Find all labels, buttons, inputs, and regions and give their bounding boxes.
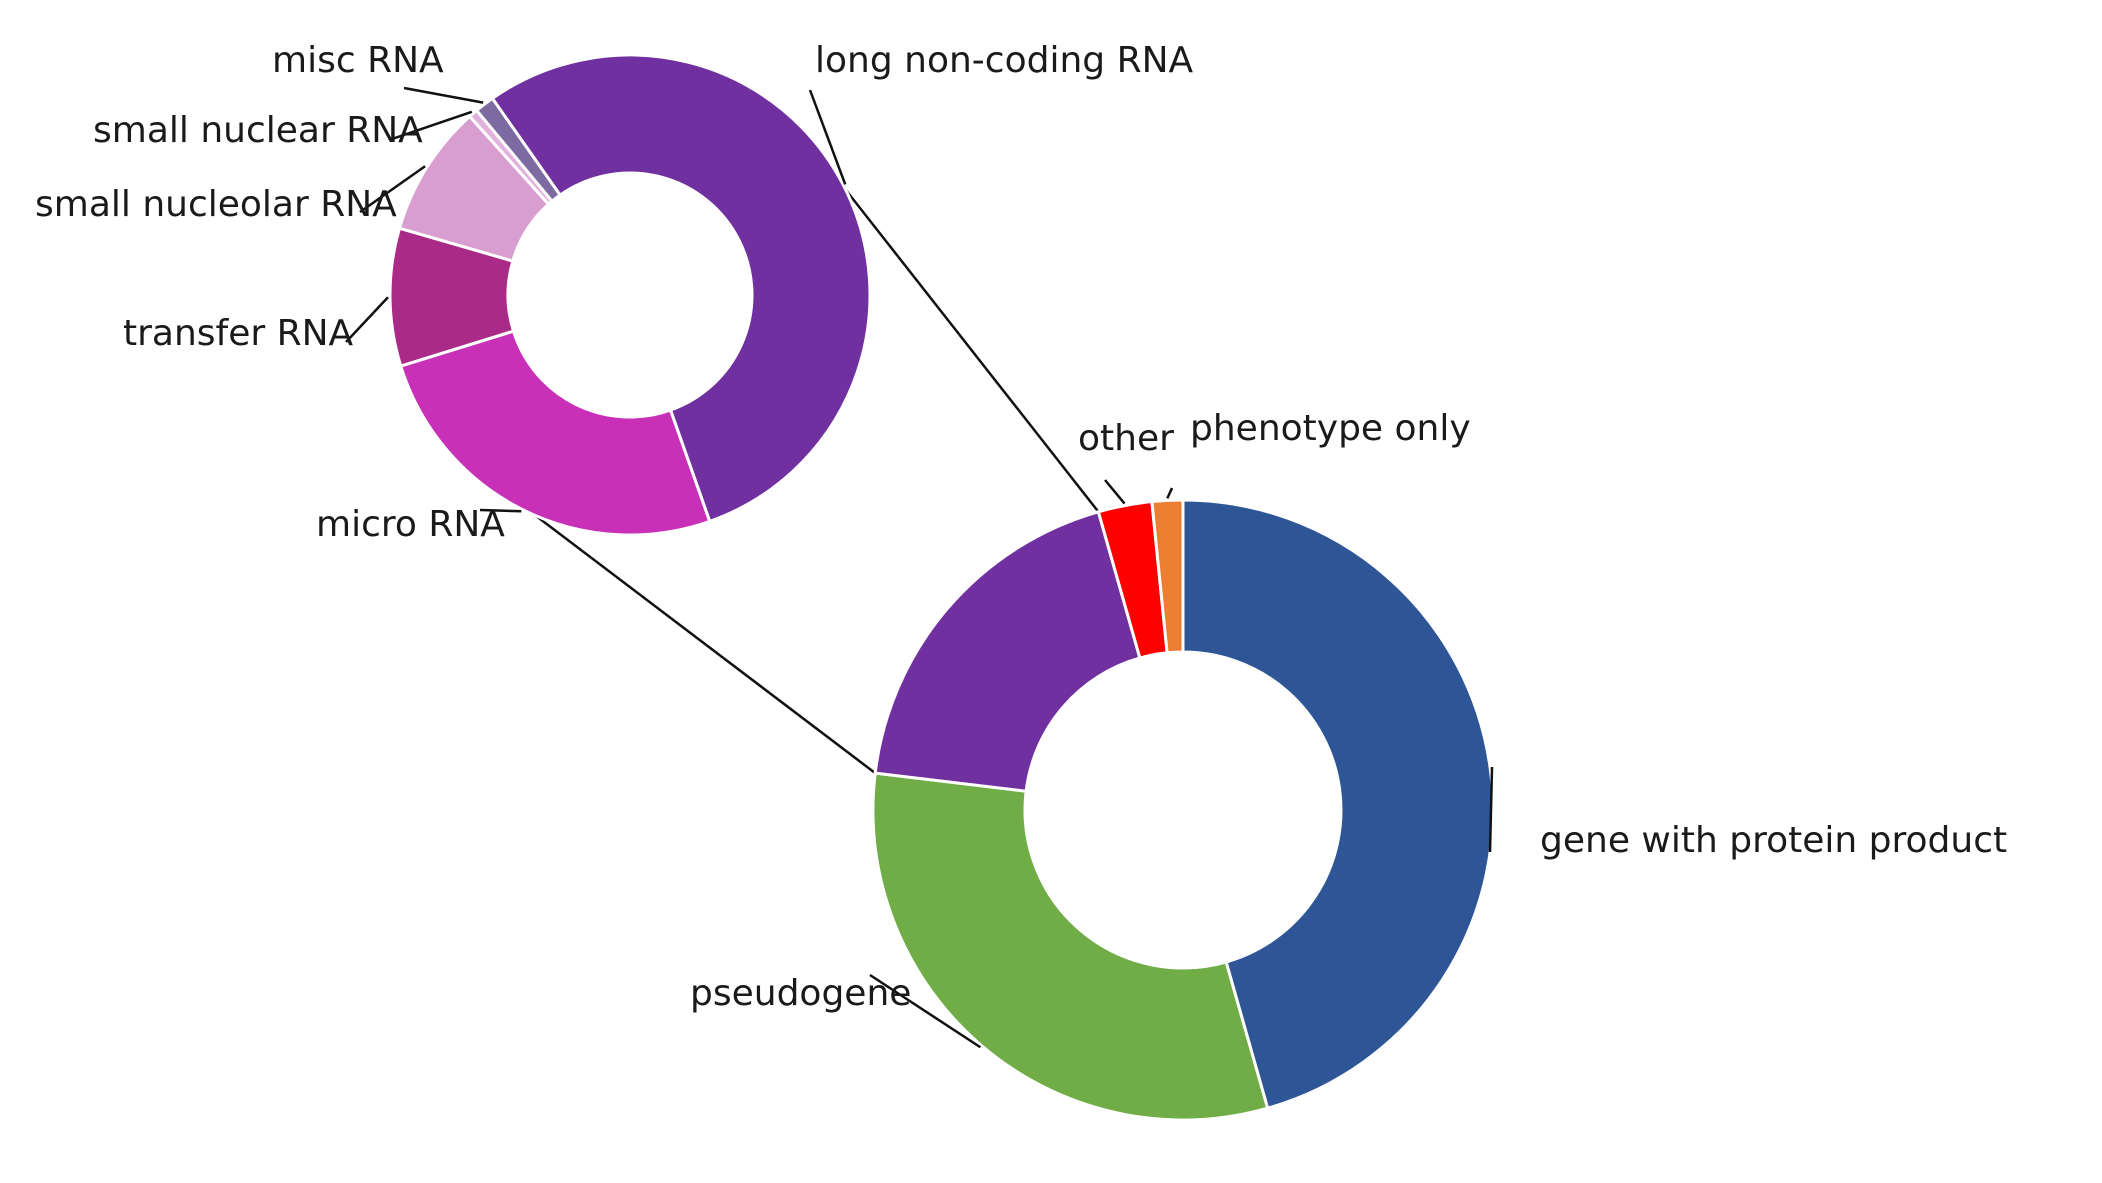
slice-long-non-coding-rna (490, 53, 872, 524)
slice-gene-with-protein-product (1181, 498, 1495, 1111)
leader-small-nuclear-rna (391, 110, 473, 141)
label-leader-lines (345, 86, 1494, 1049)
slice-misc-rna (474, 96, 563, 204)
label-other: other (1078, 418, 1174, 459)
label-micro-rna: micro RNA (316, 504, 505, 545)
slice-phenotype-only (1150, 498, 1185, 655)
leader-gene-with-protein-product (1488, 766, 1494, 853)
leader-small-nucleolar-rna (359, 165, 426, 214)
leader-long-non-coding-rna (808, 89, 847, 185)
label-small-nuclear-rna: small nuclear RNA (93, 110, 423, 151)
leader-phenotype-only (1166, 487, 1174, 499)
slice-labels: gene with protein product pseudogene other… (35, 40, 2007, 1014)
label-gene-with-protein-product: gene with protein product (1540, 820, 2007, 861)
zoom-connector-line-1 (821, 159, 1100, 513)
slice-micro-rna (398, 329, 712, 537)
label-small-nucleolar-rna: small nucleolar RNA (35, 184, 397, 225)
breakdown-donut (388, 53, 872, 537)
leader-pseudogene (869, 973, 982, 1049)
leader-misc-rna (403, 86, 484, 104)
label-long-non-coding-rna: long non-coding RNA (815, 40, 1194, 81)
leader-transfer-rna (345, 296, 389, 343)
label-phenotype-only: phenotype only (1190, 408, 1471, 449)
label-misc-rna: misc RNA (272, 40, 444, 81)
leader-micro-rna (479, 508, 522, 513)
main-donut (871, 498, 1495, 1122)
slice-pseudogene (871, 771, 1270, 1122)
label-pseudogene: pseudogene (690, 973, 911, 1014)
leader-other (1104, 479, 1126, 505)
label-transfer-rna: transfer RNA (123, 313, 354, 354)
slice-non-coding-rna-breakdown (873, 509, 1142, 793)
